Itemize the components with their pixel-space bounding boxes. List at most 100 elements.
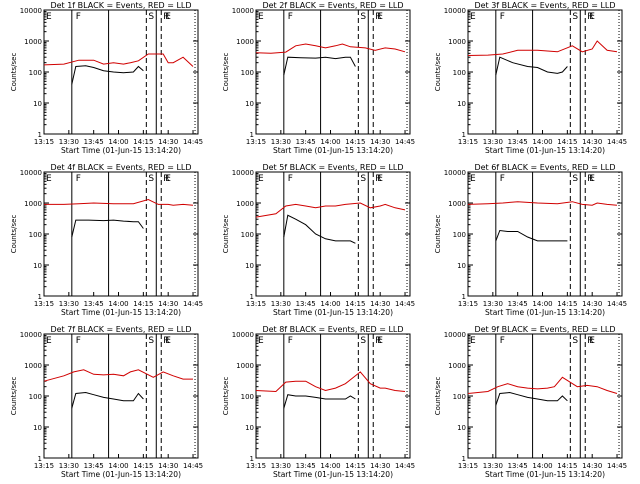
marker-label: F [500,12,505,22]
y-tick-label: 1000 [448,362,466,370]
x-tick-label: 14:00 [108,138,128,146]
x-tick-label: 14:15 [133,462,153,470]
x-tick-label: 14:45 [607,138,627,146]
marker-label: S [572,336,578,346]
y-tick-label: 1 [38,131,42,139]
x-tick-label: 13:15 [34,462,54,470]
y-tick-label: 100 [453,231,466,239]
x-tick-label: 13:15 [458,138,478,146]
series-line-lld [467,376,618,394]
y-axis-title: Counts/sec [10,215,18,254]
y-axis-title: Counts/sec [10,377,18,416]
y-tick-label: 1 [38,455,42,463]
x-tick-label: 13:15 [458,300,478,308]
y-tick-label: 100 [29,69,42,77]
y-tick-label: 1 [38,293,42,301]
series-line-lld [255,371,406,393]
y-tick-label: 10000 [20,331,42,339]
marker-label: S [148,12,154,22]
x-tick-label: 14:45 [183,462,203,470]
x-tick-label: 14:15 [557,138,577,146]
marker-label: F [76,12,81,22]
marker-label: R [163,174,169,184]
x-axis-title: Start Time (01-Jun-15 13:14:20) [61,308,181,317]
x-tick-label: 14:30 [370,300,390,308]
x-tick-label: 14:00 [532,138,552,146]
x-tick-label: 13:15 [246,300,266,308]
plot-frame [467,9,623,135]
marker-label: R [163,336,169,346]
marker-label: E [470,336,476,346]
y-tick-label: 1000 [24,200,42,208]
y-axis-title: Counts/sec [222,53,230,92]
marker-label: E [258,336,264,346]
marker-label: F [76,336,81,346]
x-tick-label: 13:15 [246,138,266,146]
series-line-events [71,219,144,238]
y-tick-label: 10 [457,424,466,432]
marker-label: E [470,12,476,22]
x-tick-label: 14:00 [532,462,552,470]
y-tick-label: 100 [453,393,466,401]
x-tick-label: 14:45 [607,462,627,470]
y-tick-label: 1000 [236,38,254,46]
panel-title: Det 4f BLACK = Events, RED = LLD [50,163,191,172]
y-tick-label: 10 [33,424,42,432]
marker-label: E [377,174,383,184]
plot-frame [43,333,199,459]
series-line-lld [43,369,193,382]
marker-label: S [572,174,578,184]
x-tick-label: 14:00 [320,300,340,308]
x-tick-label: 13:45 [296,300,316,308]
panel-title: Det 1f BLACK = Events, RED = LLD [50,1,191,10]
x-tick-label: 13:45 [508,300,528,308]
x-tick-label: 14:30 [370,462,390,470]
y-tick-label: 100 [29,393,42,401]
y-tick-label: 1000 [24,362,42,370]
y-tick-label: 10000 [232,7,254,15]
x-tick-label: 14:30 [370,138,390,146]
y-tick-label: 10000 [232,169,254,177]
marker-label: S [360,174,366,184]
x-tick-label: 14:30 [158,462,178,470]
marker-label: F [288,174,293,184]
x-tick-label: 14:30 [158,138,178,146]
marker-label: E [589,12,595,22]
x-tick-label: 14:00 [320,462,340,470]
series-line-events [283,56,356,76]
series-line-lld [255,202,406,218]
marker-label: S [572,12,578,22]
x-axis-title: Start Time (01-Jun-15 13:14:20) [273,146,393,155]
panel-title: Det 3f BLACK = Events, RED = LLD [474,1,615,10]
series-line-events [71,65,144,85]
y-axis-title: Counts/sec [434,215,442,254]
series-line-events [495,56,568,76]
marker-label: E [377,336,383,346]
plot-frame [255,333,411,459]
x-tick-label: 14:45 [183,138,203,146]
y-tick-label: 10 [245,424,254,432]
marker-label: R [587,12,593,22]
y-tick-label: 1 [462,293,466,301]
x-tick-label: 14:15 [133,300,153,308]
plot-frame [43,9,199,135]
y-tick-label: 10 [33,262,42,270]
x-tick-label: 14:30 [158,300,178,308]
plot-frame [467,171,623,297]
marker-label: F [500,174,505,184]
y-tick-label: 10 [457,262,466,270]
marker-label: E [377,12,383,22]
y-tick-label: 10000 [444,169,466,177]
marker-label: E [589,174,595,184]
plot-frame [255,9,411,135]
x-axis-title: Start Time (01-Jun-15 13:14:20) [485,146,605,155]
marker-label: R [375,336,381,346]
series-line-lld [43,53,194,67]
y-tick-label: 10 [457,100,466,108]
